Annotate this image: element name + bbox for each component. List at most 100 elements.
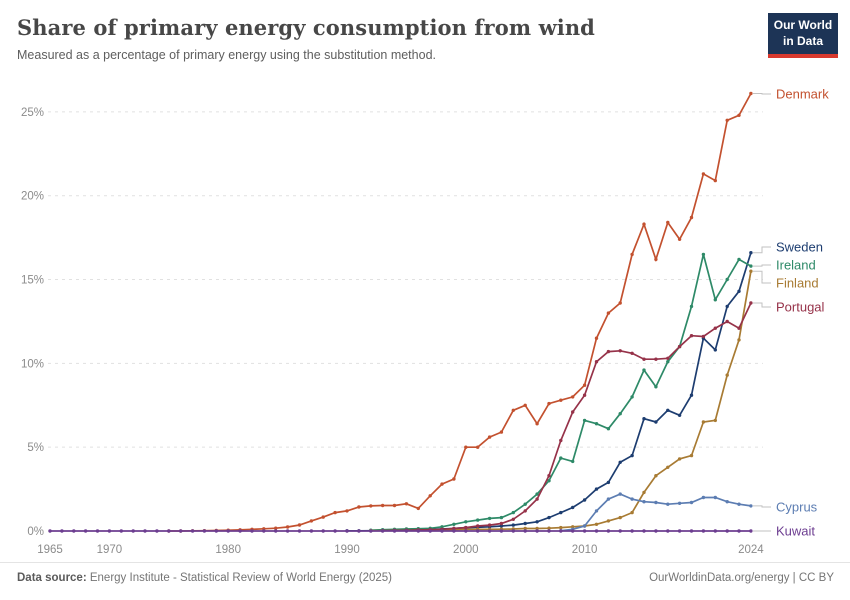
data-point-kuwait-2019[interactable] [689,529,694,533]
data-point-finland-2009[interactable] [571,525,575,529]
data-point-ireland-1999[interactable] [452,522,456,526]
data-point-kuwait-2007[interactable] [547,529,551,533]
data-point-portugal-2017[interactable] [666,356,670,360]
data-point-ireland-2023[interactable] [737,257,741,262]
data-point-denmark-1990[interactable] [345,509,349,513]
data-point-kuwait-1985[interactable] [285,529,290,533]
data-point-ireland-1998[interactable] [440,525,444,529]
data-point-kuwait-1969[interactable] [95,529,100,533]
data-point-kuwait-2017[interactable] [666,529,670,533]
data-point-cyprus-2021[interactable] [713,495,717,500]
data-point-kuwait-1992[interactable] [369,529,373,533]
data-point-kuwait-2022[interactable] [725,529,729,533]
data-point-denmark-1997[interactable] [428,494,432,498]
data-point-kuwait-2021[interactable] [713,529,717,533]
data-point-kuwait-1980[interactable] [226,529,230,533]
data-point-ireland-2000[interactable] [464,520,468,524]
data-point-denmark-1996[interactable] [416,506,420,511]
data-point-denmark-2021[interactable] [713,178,717,183]
data-point-portugal-2006[interactable] [535,497,539,501]
data-point-kuwait-1997[interactable] [428,529,432,533]
data-point-denmark-1992[interactable] [369,504,373,508]
data-point-portugal-2021[interactable] [713,326,717,330]
data-point-portugal-2018[interactable] [677,344,682,349]
data-point-kuwait-1991[interactable] [357,529,361,533]
data-point-finland-2015[interactable] [642,490,646,495]
data-point-ireland-2008[interactable] [559,456,563,460]
data-point-denmark-1994[interactable] [392,503,397,508]
data-point-portugal-2004[interactable] [511,517,515,521]
data-point-kuwait-1974[interactable] [155,529,159,533]
data-point-portugal-2023[interactable] [737,326,741,330]
data-point-sweden-2010[interactable] [582,498,587,502]
data-point-kuwait-2001[interactable] [476,529,480,533]
data-point-kuwait-1973[interactable] [143,529,147,533]
data-point-finland-2007[interactable] [547,526,551,530]
data-point-denmark-2004[interactable] [511,408,515,412]
data-point-denmark-1999[interactable] [452,477,456,481]
series-label-portugal[interactable]: Portugal [776,300,825,315]
data-point-kuwait-1982[interactable] [250,529,254,533]
data-point-kuwait-2013[interactable] [618,529,622,533]
data-point-sweden-2019[interactable] [689,393,694,397]
data-point-denmark-2023[interactable] [737,113,741,118]
data-point-denmark-2008[interactable] [559,398,563,402]
data-point-kuwait-2008[interactable] [559,529,563,533]
data-point-denmark-1998[interactable] [440,482,444,486]
data-point-denmark-2019[interactable] [689,215,694,220]
data-point-portugal-2022[interactable] [725,319,729,324]
data-point-kuwait-2002[interactable] [487,529,492,533]
data-point-kuwait-1989[interactable] [333,529,337,533]
data-point-denmark-1988[interactable] [321,515,325,519]
data-point-ireland-2002[interactable] [487,516,492,521]
data-point-kuwait-1984[interactable] [274,529,278,533]
license-note[interactable]: OurWorldinData.org/energy | CC BY [649,572,834,584]
data-point-kuwait-1975[interactable] [167,529,171,533]
data-point-kuwait-1986[interactable] [297,529,302,533]
data-point-sweden-2011[interactable] [594,487,599,491]
data-point-finland-2017[interactable] [666,465,670,469]
data-point-kuwait-1990[interactable] [345,529,349,533]
data-point-ireland-2010[interactable] [582,418,587,423]
data-point-denmark-2013[interactable] [618,301,622,305]
data-point-portugal-2014[interactable] [630,351,634,355]
data-point-cyprus-2016[interactable] [654,500,658,505]
data-point-denmark-2007[interactable] [547,401,551,406]
data-point-portugal-2011[interactable] [594,360,599,364]
data-point-cyprus-2014[interactable] [630,497,634,501]
data-point-portugal-2002[interactable] [487,523,492,527]
data-point-ireland-2022[interactable] [725,277,729,282]
data-point-kuwait-2010[interactable] [582,529,587,533]
data-point-portugal-2010[interactable] [582,393,587,397]
data-point-denmark-2015[interactable] [642,222,646,226]
data-point-finland-2014[interactable] [630,510,634,515]
data-point-finland-2018[interactable] [677,457,682,461]
data-point-kuwait-1987[interactable] [309,529,314,533]
data-point-sweden-2014[interactable] [630,453,634,458]
data-point-sweden-2017[interactable] [666,408,670,412]
data-point-denmark-2001[interactable] [476,445,480,449]
data-point-denmark-1989[interactable] [333,510,337,515]
data-point-finland-2016[interactable] [654,474,658,478]
data-point-portugal-2003[interactable] [499,521,504,526]
data-point-sweden-2024[interactable] [749,251,753,255]
data-point-ireland-2003[interactable] [499,515,504,520]
data-point-denmark-1984[interactable] [274,526,278,530]
data-point-kuwait-2006[interactable] [535,529,539,533]
data-point-denmark-1986[interactable] [297,523,302,527]
data-point-kuwait-2005[interactable] [523,529,527,533]
data-point-kuwait-1966[interactable] [60,529,64,533]
data-point-kuwait-1965[interactable] [48,529,52,533]
series-label-kuwait[interactable]: Kuwait [776,524,815,539]
data-point-sweden-2006[interactable] [535,520,539,524]
data-point-kuwait-2000[interactable] [464,529,468,533]
data-point-sweden-2022[interactable] [725,304,729,309]
data-point-denmark-2011[interactable] [594,336,599,340]
data-point-finland-2013[interactable] [618,515,622,520]
owid-logo[interactable]: Our World in Data [768,13,838,59]
data-point-kuwait-2024[interactable] [749,529,753,533]
data-point-kuwait-2009[interactable] [571,529,575,533]
data-point-cyprus-2024[interactable] [749,504,753,508]
data-point-cyprus-2012[interactable] [606,497,611,501]
data-point-denmark-2010[interactable] [582,383,587,387]
